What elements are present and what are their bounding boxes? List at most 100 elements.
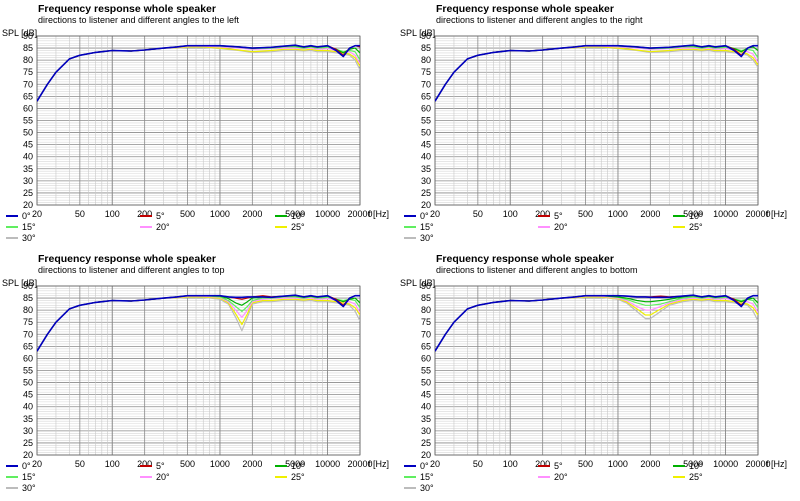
- y-tick-label: 70: [23, 329, 33, 339]
- legend-label: 0°: [22, 461, 31, 471]
- legend: 0° 5° 10° 15° 20° 25° 30°: [6, 211, 305, 243]
- y-tick-label: 60: [421, 103, 431, 113]
- legend-label: 15°: [420, 222, 434, 232]
- series-line-0°: [435, 44, 758, 102]
- legend-label: 25°: [689, 472, 703, 482]
- legend-label: 25°: [689, 222, 703, 232]
- x-axis-label: f [Hz]: [368, 459, 389, 469]
- y-tick-label: 65: [421, 341, 431, 351]
- x-tick-label: 10000: [713, 459, 738, 469]
- y-tick-label: 85: [23, 43, 33, 53]
- legend-label: 20°: [156, 472, 170, 482]
- y-tick-label: 65: [23, 341, 33, 351]
- legend-label: 10°: [291, 211, 305, 221]
- legend-label: 10°: [689, 461, 703, 471]
- legend-label: 30°: [420, 233, 434, 243]
- legend-label: 5°: [554, 211, 563, 221]
- y-tick-label: 50: [421, 128, 431, 138]
- plot-frame: [36, 35, 361, 206]
- y-tick-label: 60: [23, 353, 33, 363]
- y-tick-label: 55: [23, 366, 33, 376]
- y-tick-label: 40: [23, 402, 33, 412]
- legend-label: 20°: [156, 222, 170, 232]
- y-tick-label: 25: [23, 438, 33, 448]
- x-tick-label: 20: [430, 459, 440, 469]
- y-tick-label: 85: [421, 43, 431, 53]
- x-tick-label: 50: [473, 459, 483, 469]
- x-tick-label: 2000: [640, 209, 660, 219]
- x-tick-label: 100: [105, 209, 120, 219]
- y-axis-label: SPL [dB]: [400, 278, 435, 288]
- plot-frame: [36, 285, 361, 456]
- y-tick-label: 35: [421, 414, 431, 424]
- x-tick-label: 10000: [315, 459, 340, 469]
- y-tick-label: 90: [421, 281, 431, 291]
- legend-label: 25°: [291, 222, 305, 232]
- legend-label: 15°: [420, 472, 434, 482]
- x-axis-label: f [Hz]: [766, 459, 787, 469]
- y-tick-label: 20: [23, 450, 33, 460]
- x-tick-label: 20: [430, 209, 440, 219]
- y-tick-label: 90: [421, 31, 431, 41]
- y-tick-label: 80: [23, 55, 33, 65]
- y-tick-label: 45: [23, 140, 33, 150]
- x-tick-label: 1000: [608, 459, 628, 469]
- x-tick-label: 200: [137, 209, 152, 219]
- legend-label: 0°: [420, 211, 429, 221]
- series-group: [435, 294, 758, 352]
- x-tick-label: 20: [32, 459, 42, 469]
- x-tick-label: 10000: [315, 209, 340, 219]
- y-tick-label: 55: [421, 116, 431, 126]
- legend: 0° 5° 10° 15° 20° 25° 30°: [6, 461, 305, 493]
- chart-title: Frequency response whole speaker: [38, 253, 216, 265]
- legend-label: 30°: [420, 483, 434, 493]
- x-tick-label: 20: [32, 209, 42, 219]
- series-group: [435, 44, 758, 102]
- y-tick-label: 35: [23, 414, 33, 424]
- y-tick-label: 20: [421, 450, 431, 460]
- y-tick-label: 80: [421, 305, 431, 315]
- legend-label: 30°: [22, 483, 36, 493]
- y-tick-label: 45: [421, 140, 431, 150]
- y-tick-label: 60: [421, 353, 431, 363]
- y-tick-label: 60: [23, 103, 33, 113]
- legend-label: 20°: [554, 472, 568, 482]
- legend-label: 15°: [22, 472, 36, 482]
- chart-panel-2: Frequency response whole speakerdirectio…: [400, 3, 787, 243]
- y-axis-label: SPL [dB]: [400, 28, 435, 38]
- y-tick-label: 30: [23, 176, 33, 186]
- x-tick-label: 20000: [745, 209, 770, 219]
- y-tick-label: 50: [421, 378, 431, 388]
- y-tick-label: 85: [23, 293, 33, 303]
- y-tick-label: 25: [421, 438, 431, 448]
- series-line-0°: [435, 294, 758, 352]
- x-tick-label: 50: [75, 459, 85, 469]
- x-tick-label: 2000: [242, 209, 262, 219]
- x-tick-label: 5000: [285, 209, 305, 219]
- y-axis-label: SPL [dB]: [2, 28, 37, 38]
- y-tick-label: 45: [421, 390, 431, 400]
- y-tick-label: 50: [23, 378, 33, 388]
- legend-label: 30°: [22, 233, 36, 243]
- x-tick-label: 20000: [745, 459, 770, 469]
- y-tick-label: 80: [23, 305, 33, 315]
- y-tick-label: 40: [23, 152, 33, 162]
- y-tick-label: 65: [421, 91, 431, 101]
- legend-label: 0°: [420, 461, 429, 471]
- x-tick-label: 1000: [608, 209, 628, 219]
- legend-label: 25°: [291, 472, 305, 482]
- legend-label: 5°: [554, 461, 563, 471]
- y-tick-label: 45: [23, 390, 33, 400]
- y-tick-label: 75: [421, 67, 431, 77]
- x-tick-label: 50: [473, 209, 483, 219]
- y-tick-label: 55: [23, 116, 33, 126]
- x-tick-label: 2000: [640, 459, 660, 469]
- y-axis-label: SPL [dB]: [2, 278, 37, 288]
- x-tick-label: 200: [535, 459, 550, 469]
- y-tick-label: 35: [421, 164, 431, 174]
- chart-title: Frequency response whole speaker: [38, 3, 216, 15]
- chart-title: Frequency response whole speaker: [436, 3, 614, 15]
- y-tick-label: 70: [421, 329, 431, 339]
- series-group: [37, 294, 360, 352]
- x-tick-label: 200: [535, 209, 550, 219]
